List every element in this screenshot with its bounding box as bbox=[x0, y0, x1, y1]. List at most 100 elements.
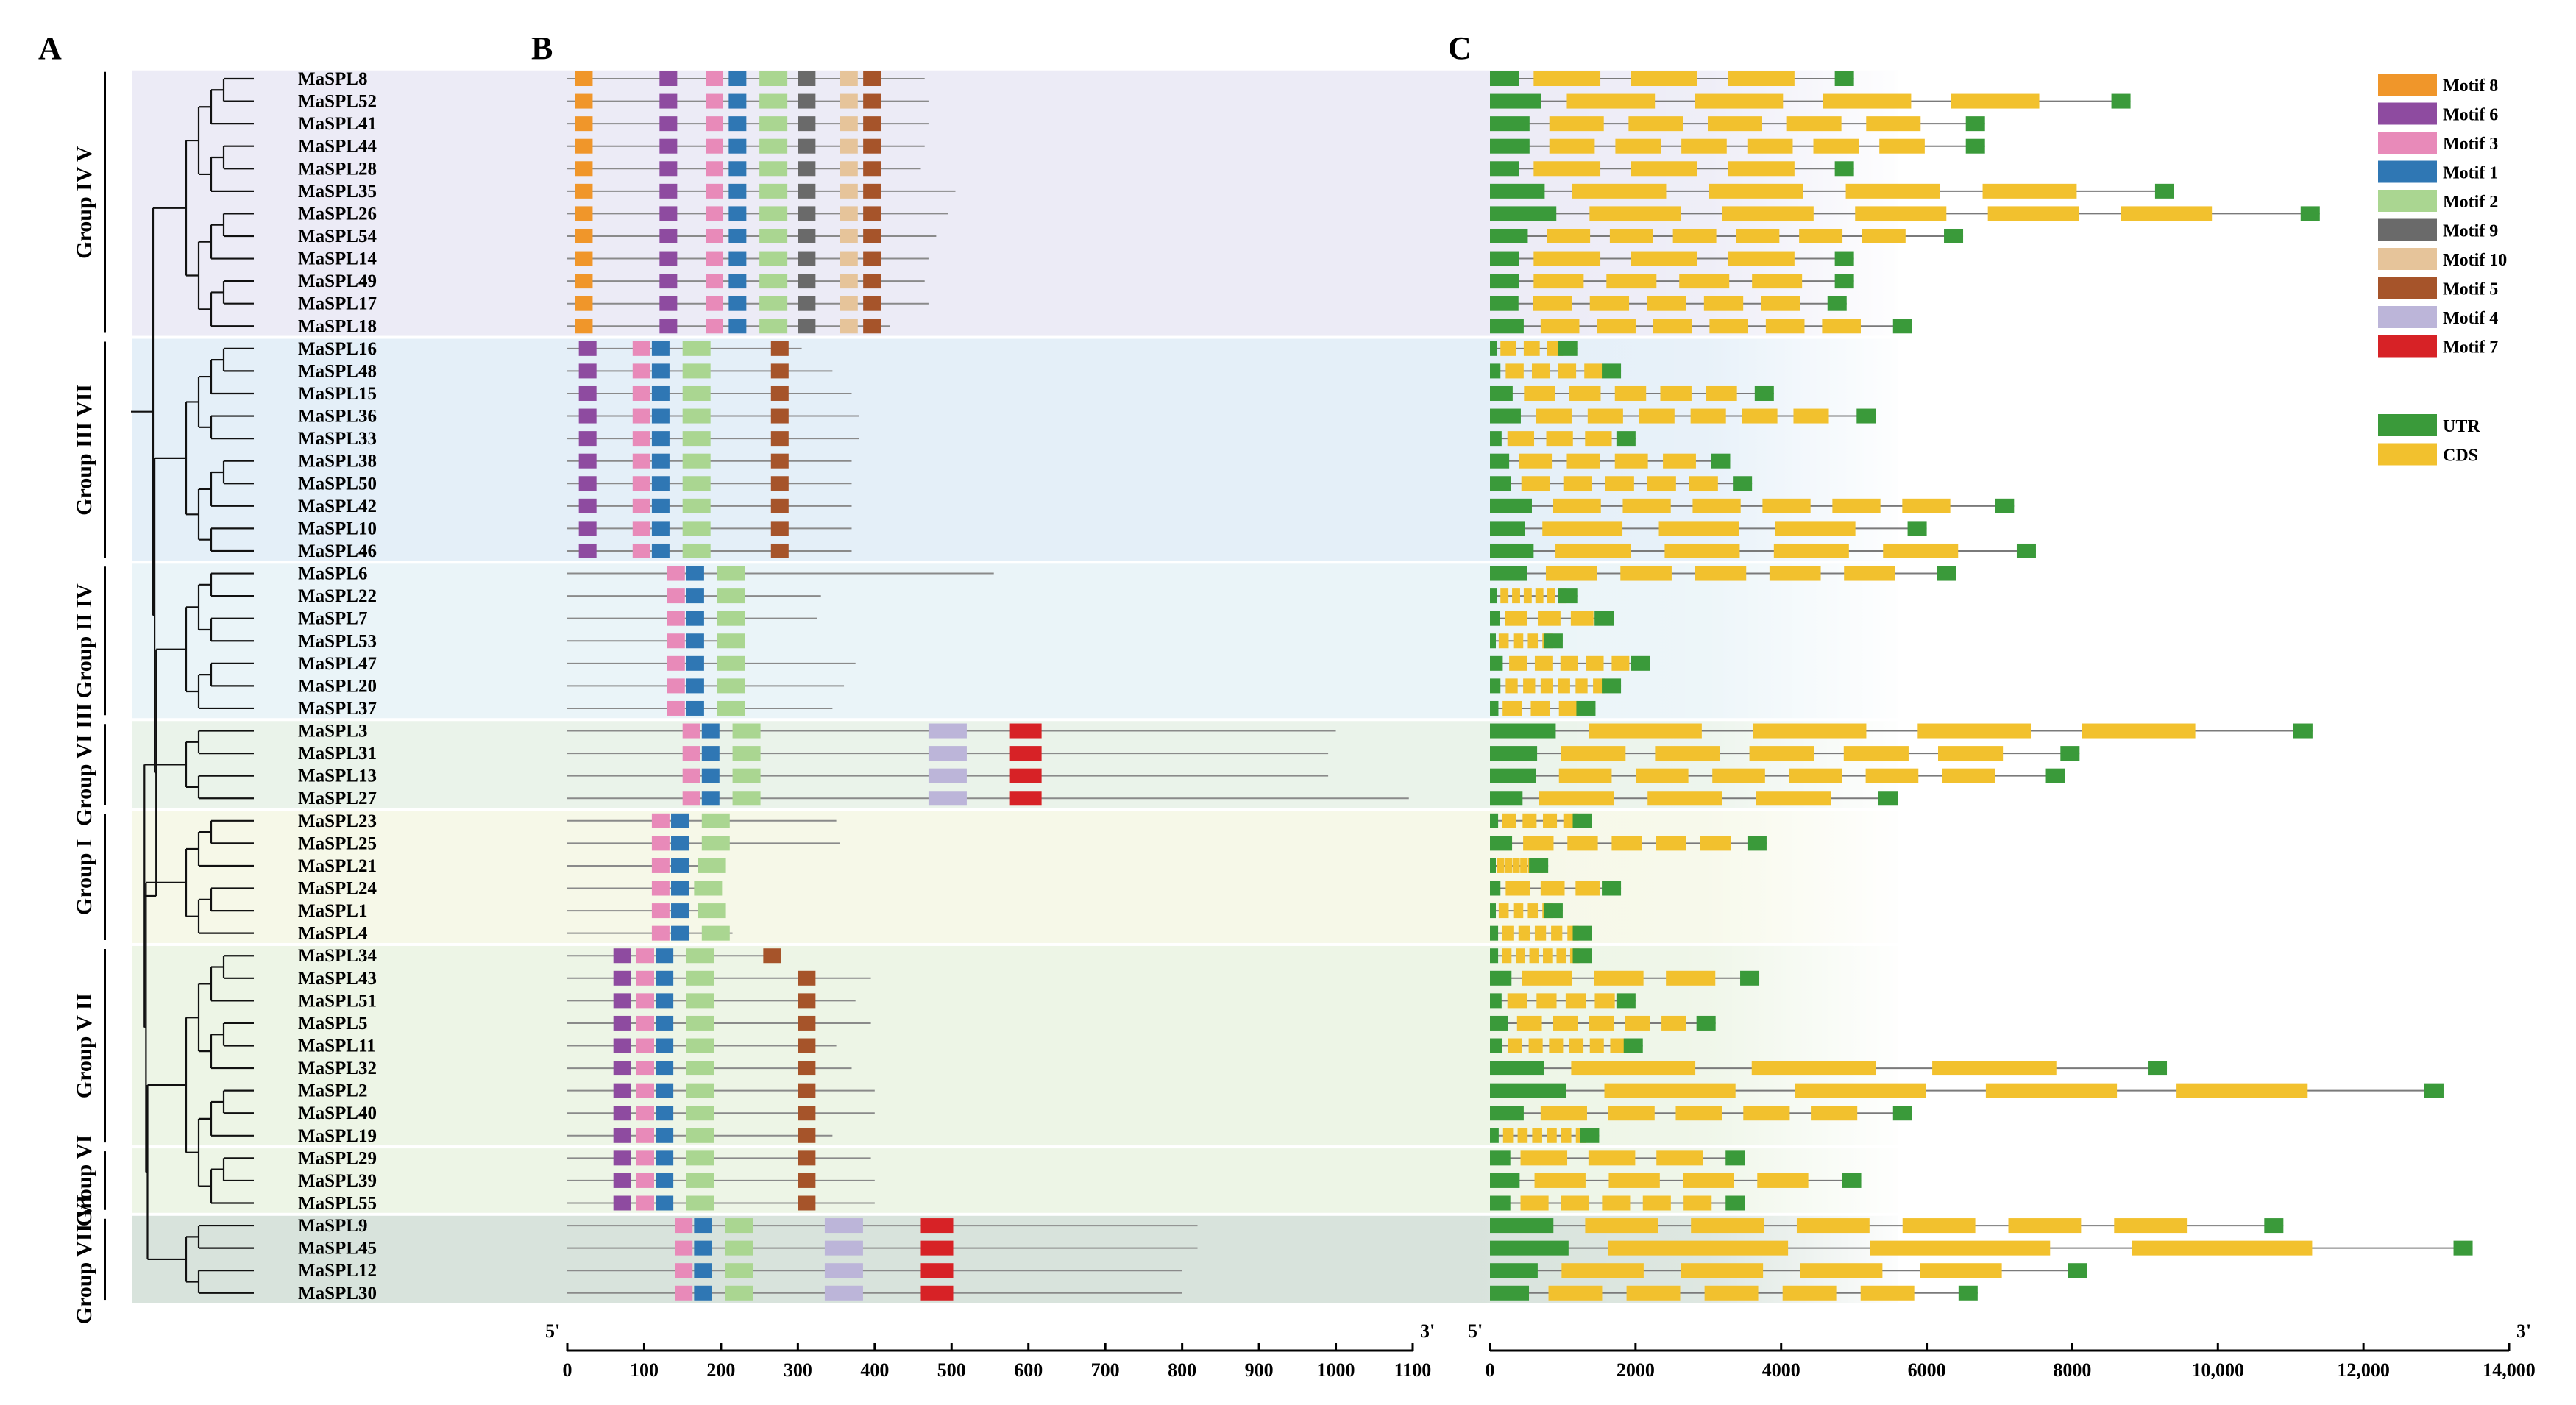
motif-block bbox=[578, 408, 597, 424]
cds-block bbox=[1743, 1106, 1790, 1121]
cds-block bbox=[1531, 363, 1550, 379]
cds-block bbox=[1585, 431, 1612, 447]
motif-block bbox=[694, 881, 723, 896]
utr-block bbox=[1602, 881, 1622, 896]
cds-block bbox=[1845, 183, 1940, 199]
utr-block bbox=[1490, 723, 1556, 739]
motif-block bbox=[682, 498, 711, 513]
motif-block bbox=[798, 1150, 816, 1166]
cds-block bbox=[1608, 1240, 1789, 1256]
cds-block bbox=[1539, 791, 1614, 806]
utr-block bbox=[1490, 633, 1496, 649]
cds-block bbox=[1610, 1038, 1625, 1053]
motif-block bbox=[840, 228, 858, 243]
legend-label: Motif 7 bbox=[2443, 338, 2498, 358]
cds-block bbox=[1588, 1150, 1636, 1166]
cds-block bbox=[1870, 1240, 2051, 1256]
cds-block bbox=[1498, 903, 1509, 919]
utr-block bbox=[1576, 700, 1596, 716]
tick-label: 14,000 bbox=[2483, 1359, 2536, 1381]
cds-block bbox=[1608, 1173, 1660, 1188]
cds-block bbox=[1782, 1285, 1837, 1301]
cds-block bbox=[1942, 768, 1995, 783]
motif-block bbox=[671, 903, 689, 919]
motif-block bbox=[759, 116, 788, 132]
cds-block bbox=[1527, 633, 1539, 649]
motif-block bbox=[659, 228, 678, 243]
motif-block bbox=[717, 633, 745, 649]
cds-block bbox=[1516, 1015, 1542, 1031]
utr-block bbox=[1572, 925, 1592, 941]
motif-block bbox=[656, 1106, 674, 1121]
utr-block bbox=[1602, 363, 1622, 379]
utr-block bbox=[1490, 1128, 1499, 1143]
cds-block bbox=[1689, 476, 1718, 491]
utr-block bbox=[1490, 566, 1527, 581]
gene-name: MaSPL42 bbox=[298, 497, 377, 516]
cds-block bbox=[1796, 1218, 1870, 1234]
utr-block bbox=[1490, 498, 1532, 513]
utr-block bbox=[1623, 1038, 1643, 1053]
utr-block bbox=[1958, 1285, 1978, 1301]
motif-block bbox=[659, 183, 678, 199]
utr-block bbox=[1490, 611, 1500, 626]
tick-label: 800 bbox=[1168, 1359, 1196, 1381]
legend-label: Motif 4 bbox=[2443, 309, 2498, 328]
motif-block bbox=[575, 183, 593, 199]
cds-block bbox=[1773, 543, 1849, 558]
cds-block bbox=[1938, 746, 2004, 761]
motif-block bbox=[840, 138, 858, 154]
motif-block bbox=[863, 161, 881, 177]
legend-swatch bbox=[2378, 132, 2437, 154]
motif-tracks bbox=[567, 71, 1409, 1301]
motif-block bbox=[682, 723, 700, 739]
gene-name: MaSPL17 bbox=[298, 294, 377, 314]
motif-block bbox=[632, 385, 650, 401]
motif-block bbox=[706, 183, 724, 199]
motif-block bbox=[728, 296, 747, 311]
motif-block bbox=[798, 1106, 816, 1121]
cds-block bbox=[1527, 903, 1539, 919]
motif-block bbox=[578, 498, 597, 513]
utr-block bbox=[1725, 1195, 1745, 1211]
cds-block bbox=[1533, 296, 1572, 311]
utr-block bbox=[1490, 453, 1510, 469]
tick-label: 400 bbox=[860, 1359, 889, 1381]
utr-block bbox=[1490, 1195, 1511, 1211]
cds-block bbox=[1505, 881, 1530, 896]
motif-block bbox=[1009, 723, 1042, 739]
motif-block bbox=[613, 1083, 631, 1098]
motif-block bbox=[840, 93, 858, 109]
cds-block bbox=[1749, 746, 1814, 761]
motif-block bbox=[686, 633, 704, 649]
motif-block bbox=[659, 116, 678, 132]
motif-block bbox=[863, 206, 881, 221]
gene-name: MaSPL55 bbox=[298, 1194, 377, 1214]
motif-block bbox=[686, 1173, 714, 1188]
gene-name: MaSPL33 bbox=[298, 429, 377, 449]
motif-block bbox=[706, 93, 724, 109]
tick-label: 1100 bbox=[1394, 1359, 1432, 1381]
motif-block bbox=[759, 296, 788, 311]
cds-block bbox=[1540, 881, 1565, 896]
utr-block bbox=[1490, 813, 1499, 828]
cds-block bbox=[1691, 1218, 1764, 1234]
tick-label: 2000 bbox=[1617, 1359, 1655, 1381]
motif-block bbox=[824, 1240, 863, 1256]
motif-block bbox=[632, 431, 650, 447]
utr-block bbox=[1490, 71, 1519, 86]
legend-label: Motif 5 bbox=[2443, 280, 2498, 299]
utr-block bbox=[1944, 228, 1964, 243]
legend-label: CDS bbox=[2443, 447, 2478, 466]
five-prime-label: 5' bbox=[1468, 1320, 1483, 1342]
cds-block bbox=[1951, 93, 2040, 109]
legend-swatch bbox=[2378, 74, 2437, 96]
motif-block bbox=[671, 813, 689, 828]
cds-block bbox=[1635, 768, 1689, 783]
motif-block bbox=[717, 655, 745, 671]
cds-block bbox=[2008, 1218, 2082, 1234]
motif-block bbox=[651, 925, 670, 941]
utr-block bbox=[1490, 993, 1502, 1009]
motif-block bbox=[651, 408, 670, 424]
cds-block bbox=[1545, 566, 1597, 581]
